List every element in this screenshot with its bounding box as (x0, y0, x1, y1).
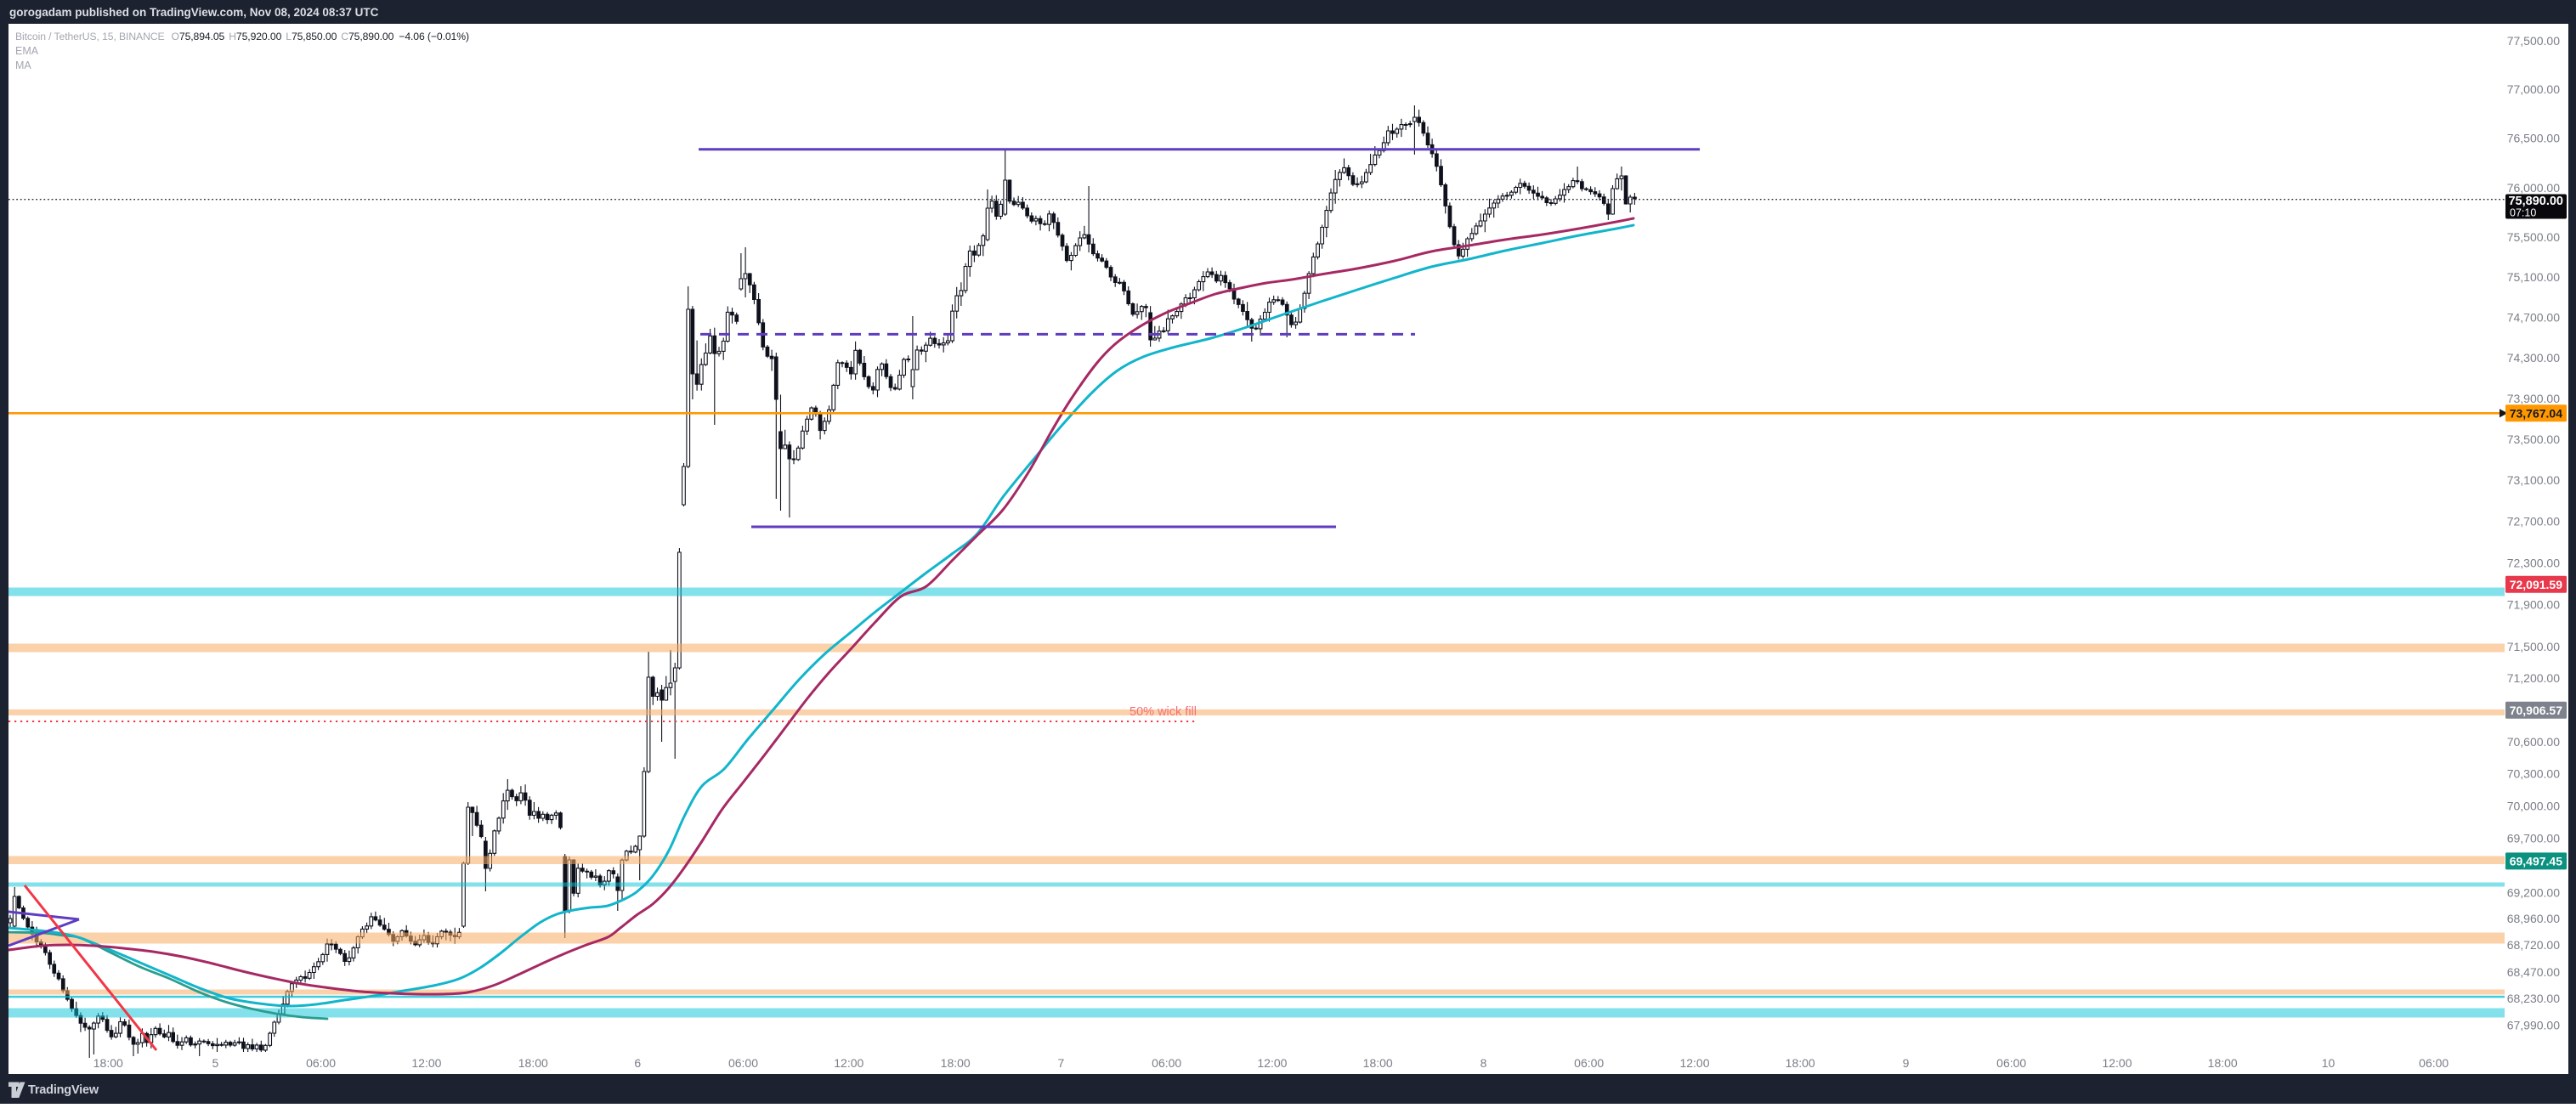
svg-text:06:00: 06:00 (1574, 1056, 1604, 1070)
svg-text:18:00: 18:00 (941, 1056, 971, 1070)
svg-text:06:00: 06:00 (306, 1056, 336, 1070)
svg-text:72,700.00: 72,700.00 (2507, 515, 2560, 529)
svg-text:75,500.00: 75,500.00 (2507, 230, 2560, 244)
svg-text:68,470.00: 68,470.00 (2507, 965, 2560, 979)
svg-text:7: 7 (1058, 1056, 1065, 1070)
svg-text:EMA: EMA (15, 45, 39, 57)
svg-text:6: 6 (634, 1056, 641, 1070)
svg-text:73,100.00: 73,100.00 (2507, 473, 2560, 487)
svg-text:07:10: 07:10 (2510, 207, 2536, 219)
svg-text:18:00: 18:00 (2208, 1056, 2238, 1070)
svg-text:Bitcoin / TetherUS, 15, BINANC: Bitcoin / TetherUS, 15, BINANCE O75,894.0… (15, 31, 469, 42)
svg-text:75,890.00: 75,890.00 (2508, 195, 2563, 208)
svg-text:9: 9 (1903, 1056, 1910, 1070)
svg-text:76,000.00: 76,000.00 (2507, 181, 2560, 195)
svg-text:70,000.00: 70,000.00 (2507, 800, 2560, 813)
svg-text:10: 10 (2322, 1056, 2335, 1070)
svg-text:73,900.00: 73,900.00 (2507, 392, 2560, 405)
svg-text:TradingView: TradingView (28, 1083, 99, 1097)
svg-text:MA: MA (15, 59, 31, 71)
svg-text:69,700.00: 69,700.00 (2507, 832, 2560, 845)
svg-text:18:00: 18:00 (93, 1056, 123, 1070)
svg-text:8: 8 (1480, 1056, 1487, 1070)
svg-text:gorogadam published on Trading: gorogadam published on TradingView.com, … (9, 6, 379, 19)
svg-text:5: 5 (212, 1056, 219, 1070)
svg-text:69,497.45: 69,497.45 (2510, 854, 2562, 868)
svg-text:77,500.00: 77,500.00 (2507, 34, 2560, 48)
svg-text:68,230.00: 68,230.00 (2507, 992, 2560, 1005)
svg-text:73,500.00: 73,500.00 (2507, 432, 2560, 446)
svg-text:68,720.00: 68,720.00 (2507, 938, 2560, 952)
svg-text:50% wick fill: 50% wick fill (1129, 705, 1197, 719)
svg-text:74,300.00: 74,300.00 (2507, 351, 2560, 365)
svg-text:06:00: 06:00 (1152, 1056, 1181, 1070)
svg-text:76,500.00: 76,500.00 (2507, 132, 2560, 145)
svg-text:75,100.00: 75,100.00 (2507, 270, 2560, 284)
svg-text:73,767.04: 73,767.04 (2510, 406, 2562, 420)
svg-text:12:00: 12:00 (411, 1056, 441, 1070)
svg-text:71,200.00: 71,200.00 (2507, 671, 2560, 685)
svg-text:71,500.00: 71,500.00 (2507, 640, 2560, 653)
svg-text:06:00: 06:00 (1996, 1056, 2026, 1070)
svg-text:12:00: 12:00 (1257, 1056, 1287, 1070)
svg-text:71,900.00: 71,900.00 (2507, 598, 2560, 612)
svg-text:06:00: 06:00 (2419, 1056, 2449, 1070)
svg-text:72,091.59: 72,091.59 (2510, 578, 2562, 591)
svg-text:12:00: 12:00 (1679, 1056, 1709, 1070)
svg-text:18:00: 18:00 (518, 1056, 548, 1070)
svg-text:74,700.00: 74,700.00 (2507, 311, 2560, 325)
svg-text:68,960.00: 68,960.00 (2507, 912, 2560, 925)
svg-text:70,300.00: 70,300.00 (2507, 767, 2560, 781)
svg-text:70,906.57: 70,906.57 (2510, 704, 2562, 717)
svg-text:72,300.00: 72,300.00 (2507, 557, 2560, 570)
svg-text:06:00: 06:00 (728, 1056, 758, 1070)
svg-text:67,990.00: 67,990.00 (2507, 1018, 2560, 1032)
svg-text:70,600.00: 70,600.00 (2507, 735, 2560, 749)
svg-text:77,000.00: 77,000.00 (2507, 82, 2560, 96)
svg-text:18:00: 18:00 (1786, 1056, 1815, 1070)
svg-text:18:00: 18:00 (1363, 1056, 1393, 1070)
svg-text:12:00: 12:00 (2102, 1056, 2132, 1070)
svg-text:12:00: 12:00 (834, 1056, 863, 1070)
svg-text:69,200.00: 69,200.00 (2507, 885, 2560, 899)
